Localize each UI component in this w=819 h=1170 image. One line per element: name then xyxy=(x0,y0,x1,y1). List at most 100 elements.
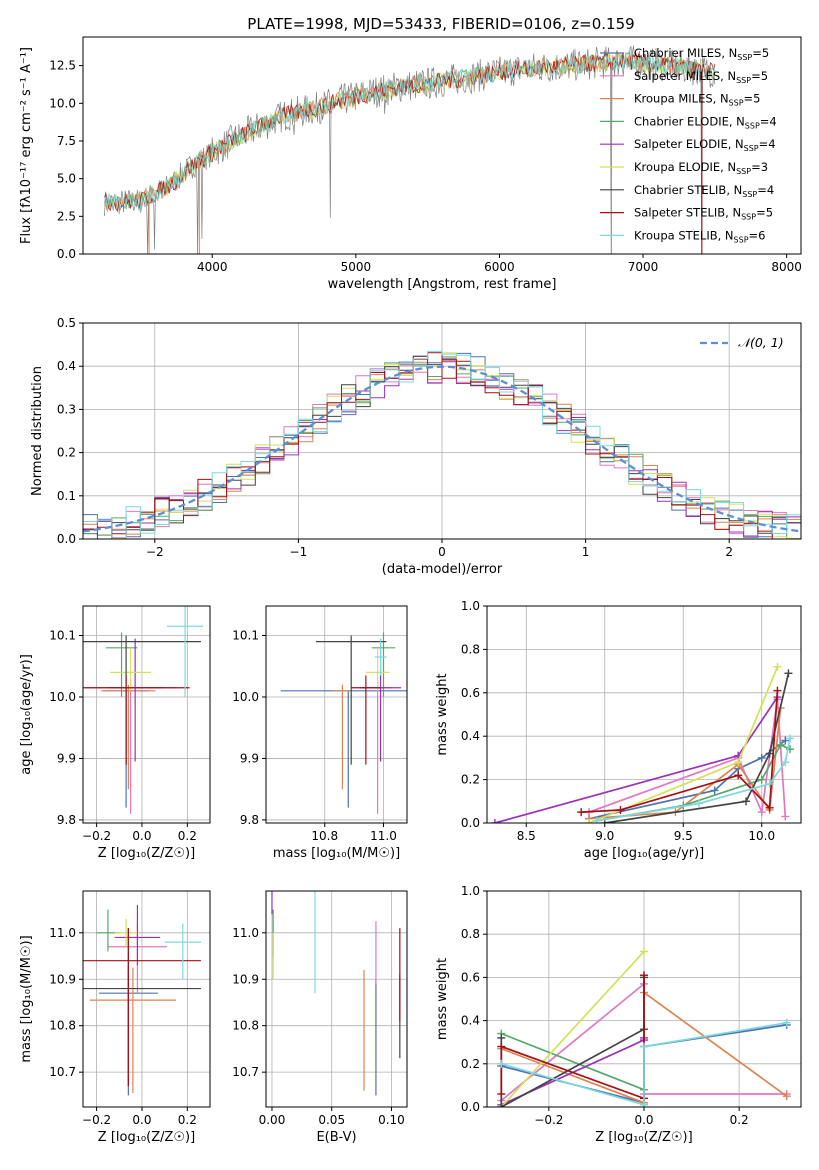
errorbar-chabrier_stelib xyxy=(315,635,387,765)
weight-marker xyxy=(694,799,703,808)
x-tick-label: −0.2 xyxy=(82,1113,111,1127)
mass_vs_Z-errorbars xyxy=(83,904,201,1096)
weight-marker xyxy=(585,819,594,823)
weight-marker xyxy=(497,1090,506,1099)
y-tick-label: 2.5 xyxy=(57,209,76,223)
weight-marker xyxy=(497,1103,506,1107)
x-tick-label: 0.2 xyxy=(730,1113,749,1127)
weight-marker xyxy=(640,947,648,956)
errorbar-chabrier_miles xyxy=(280,690,407,808)
x-axis-label: mass [log₁₀(M/M☉)] xyxy=(273,846,400,861)
x-tick-label: 7000 xyxy=(628,260,659,274)
x-tick-label: 9.0 xyxy=(595,829,614,843)
x-tick-label: 11.0 xyxy=(370,829,397,843)
y-tick-label: 12.5 xyxy=(49,59,76,73)
x-axis-label: Z [log₁₀(Z/Z☉)] xyxy=(98,846,195,861)
spectrum-legend: Chabrier MILES, NSSP=5 Salpeter MILES, NS… xyxy=(600,46,777,244)
age_vs_mass-errorbars xyxy=(280,632,407,814)
weight-marker xyxy=(757,808,766,817)
age_vs_Z-frame: −0.2 0.0 0.2 9.8 9.9 10.0 10.1 Z [log₁₀(Z/Z☉)] a… xyxy=(19,605,211,861)
weight-marker xyxy=(497,1033,506,1042)
errorbar-salpeter_stelib xyxy=(351,675,381,765)
errorbar-kroupa_stelib xyxy=(164,923,201,980)
weight-marker xyxy=(765,749,774,758)
x-tick-label: −2 xyxy=(146,545,164,559)
y-tick-label: 0.4 xyxy=(461,729,480,743)
y-tick-label: 0.8 xyxy=(461,927,480,941)
x-tick-label: 10.0 xyxy=(748,829,775,843)
weight-marker xyxy=(786,734,795,743)
mass_vs_EBV-errorbars xyxy=(271,891,401,1096)
axes-frame xyxy=(82,36,802,255)
y-tick-label: 5.0 xyxy=(57,172,76,186)
x-axis-label: (data-model)/error xyxy=(382,562,503,577)
x-axis-label: Z [log₁₀(Z/Z☉)] xyxy=(98,1130,195,1145)
y-tick-label: 0.0 xyxy=(57,247,76,261)
x-tick-label: 8.5 xyxy=(517,829,536,843)
y-tick-label: 10.0 xyxy=(232,690,259,704)
x-tick-label: 8000 xyxy=(771,260,802,274)
x-axis-label: Z [log₁₀(Z/Z☉)] xyxy=(595,1130,692,1145)
y-tick-label: 0.2 xyxy=(461,1057,480,1071)
weight-marker xyxy=(765,803,774,812)
x-tick-label: 0.0 xyxy=(132,829,151,843)
y-tick-label: 10.8 xyxy=(232,1019,259,1033)
y-axis-label: mass weight xyxy=(435,958,450,1040)
weight_vs_age-frame: 8.5 9.0 9.5 10.0 0.0 0.2 0.4 0.6 0.8 1.0 age [log₁… xyxy=(435,599,802,861)
legend-entry: Chabrier MILES, NSSP=5 xyxy=(634,46,769,62)
legend-entry: Kroupa STELIB, NSSP=6 xyxy=(634,228,765,244)
y-tick-label: 10.7 xyxy=(49,1065,76,1079)
x-axis-label: E(B-V) xyxy=(316,1130,356,1145)
y-tick-label: 0.4 xyxy=(461,1014,480,1028)
errorbar-kroupa_elodie xyxy=(365,647,390,691)
errorbar-chabrier_elodie xyxy=(105,632,138,697)
x-tick-label: 5000 xyxy=(341,260,372,274)
errorbar-kroupa_stelib xyxy=(166,606,204,697)
legend-entry: Kroupa MILES, NSSP=5 xyxy=(634,92,760,108)
y-tick-label: 0.6 xyxy=(461,970,480,984)
weight-line-kroupa_stelib xyxy=(501,1021,787,1106)
residuals-frame: −2 −1 0 1 2 0.0 0.1 0.2 0.3 0.4 0.5 (data-model)/er… xyxy=(30,316,802,577)
weight-marker xyxy=(757,753,766,762)
axes-frame xyxy=(265,890,408,1108)
errorbar-kroupa_elodie xyxy=(114,918,138,947)
y-tick-label: 0.0 xyxy=(461,816,480,830)
weight_vs_age-lines xyxy=(490,662,795,823)
axes-frame xyxy=(486,605,802,824)
histogram-kroupa_stelib xyxy=(83,350,801,539)
y-tick-label: 11.0 xyxy=(232,926,259,940)
weight-line-salpeter_stelib xyxy=(581,690,779,813)
weight-marker xyxy=(616,805,625,814)
mass_vs_EBV-axes xyxy=(266,891,407,1107)
y-tick-label: 9.9 xyxy=(240,751,259,765)
y-tick-label: 11.0 xyxy=(49,926,76,940)
axes-frame xyxy=(265,605,408,824)
x-tick-label: 0.0 xyxy=(634,1113,653,1127)
errorbar-kroupa_miles xyxy=(333,684,352,790)
x-tick-label: 0.00 xyxy=(259,1113,286,1127)
y-tick-label: 9.8 xyxy=(240,813,259,827)
errorbar-salpeter_miles xyxy=(85,681,176,814)
x-tick-label: 0 xyxy=(438,545,446,559)
figure-title: PLATE=1998, MJD=53433, FIBERID=0106, z=0… xyxy=(247,15,634,33)
weight-marker xyxy=(773,662,782,671)
observed-spectrum xyxy=(104,45,715,254)
y-tick-label: 10.1 xyxy=(232,629,259,643)
weight-marker xyxy=(640,1042,648,1051)
y-tick-label: 9.9 xyxy=(57,751,76,765)
x-tick-label: 0.05 xyxy=(318,1113,345,1127)
legend-entry: Salpeter STELIB, NSSP=5 xyxy=(634,206,773,222)
x-axis-label: wavelength [Angstrom, rest frame] xyxy=(328,277,557,292)
x-tick-label: 2 xyxy=(725,545,733,559)
y-tick-label: 1.0 xyxy=(461,884,480,898)
x-tick-label: 0.0 xyxy=(132,1113,151,1127)
x-tick-label: 0.2 xyxy=(178,1113,197,1127)
errorbar-salpeter_miles xyxy=(362,681,393,814)
y-tick-label: 10.7 xyxy=(232,1065,259,1079)
mass_vs_EBV-frame: 0.00 0.05 0.10 10.7 10.8 10.9 11.0 E(B-V) xyxy=(232,890,408,1145)
y-tick-label: 10.0 xyxy=(49,96,76,110)
weight-marker xyxy=(600,819,609,823)
x-tick-label: 0.10 xyxy=(378,1113,405,1127)
weight-marker xyxy=(734,758,743,767)
weight-line-salpeter_miles xyxy=(588,699,787,817)
